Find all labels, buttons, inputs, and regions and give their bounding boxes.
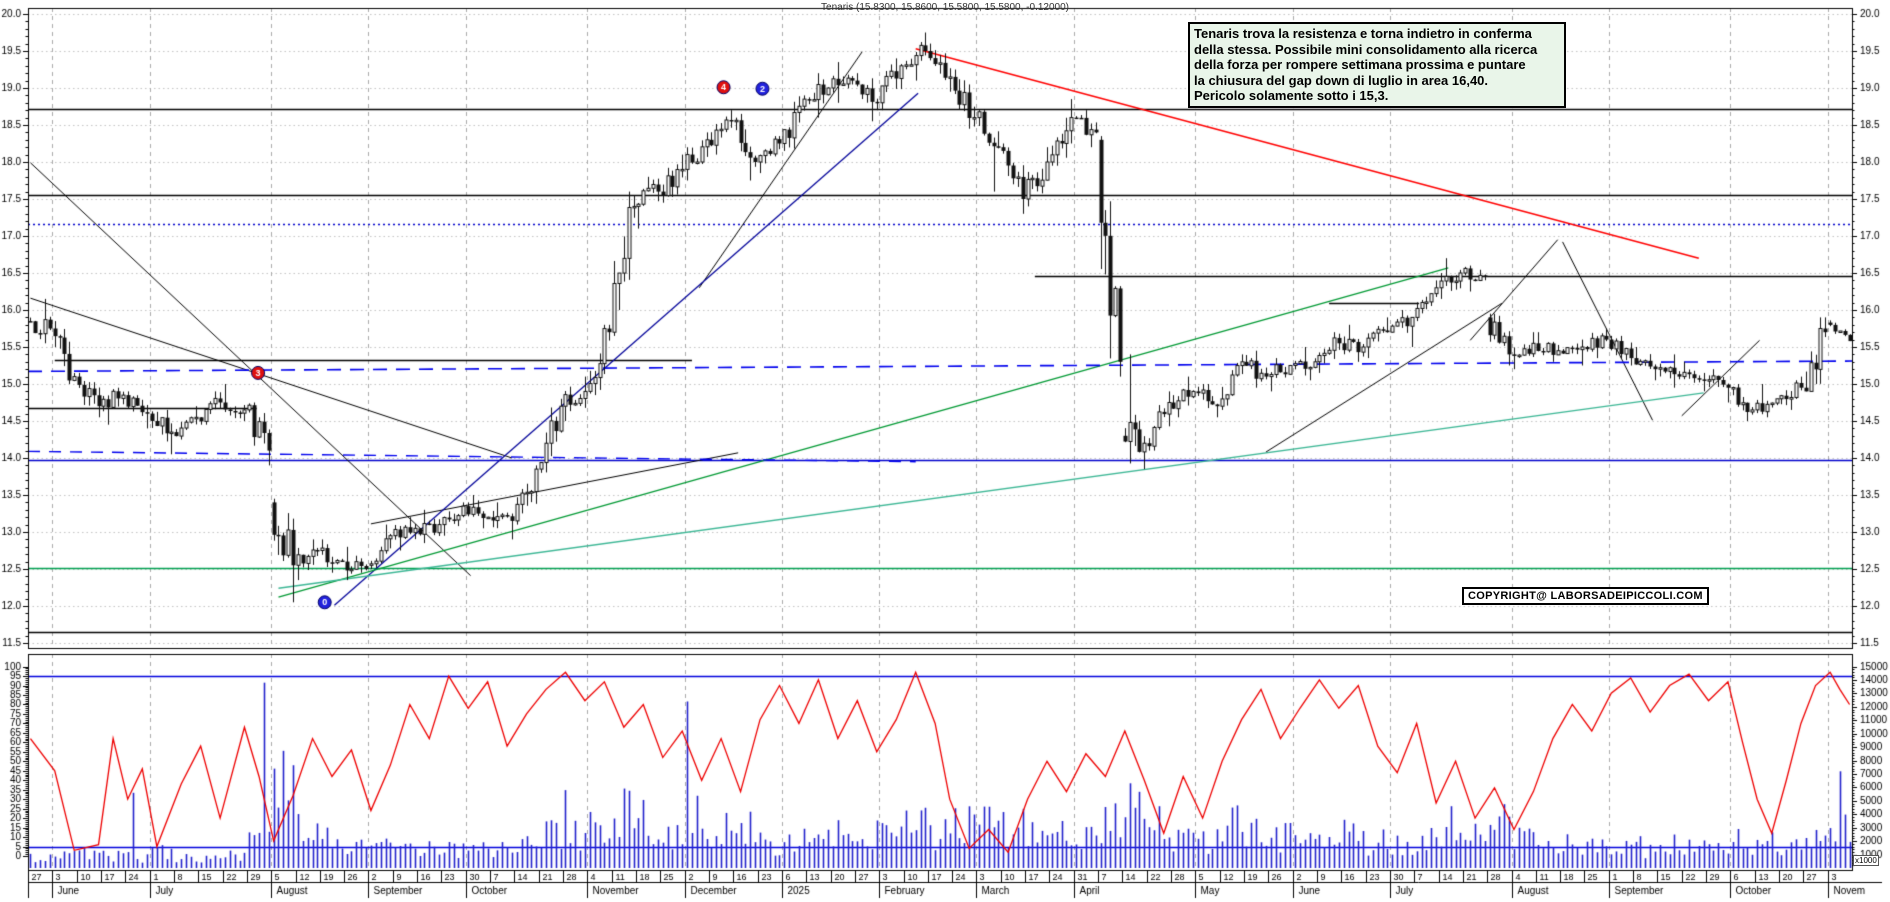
chart-title: Tenaris (15.8300, 15.8600, 15.5800, 15.5…	[821, 2, 1069, 13]
volume-unit-label: x1000	[1853, 855, 1879, 866]
annotation-line: Pericolo solamente sotto i 15,3.	[1194, 88, 1389, 104]
analysis-annotation-box: Tenaris trova la resistenza e torna indi…	[1188, 22, 1566, 108]
annotation-line: la chiusura del gap down di luglio in ar…	[1194, 72, 1489, 88]
annotation-line: della forza per rompere settimana prossi…	[1194, 57, 1526, 73]
annotation-line: Tenaris trova la resistenza e torna indi…	[1194, 26, 1532, 41]
copyright-label: COPYRIGHT@ LABORSADEIPICCOLI.COM	[1462, 587, 1709, 605]
annotation-line: della stessa. Possibile mini consolidame…	[1194, 41, 1538, 57]
